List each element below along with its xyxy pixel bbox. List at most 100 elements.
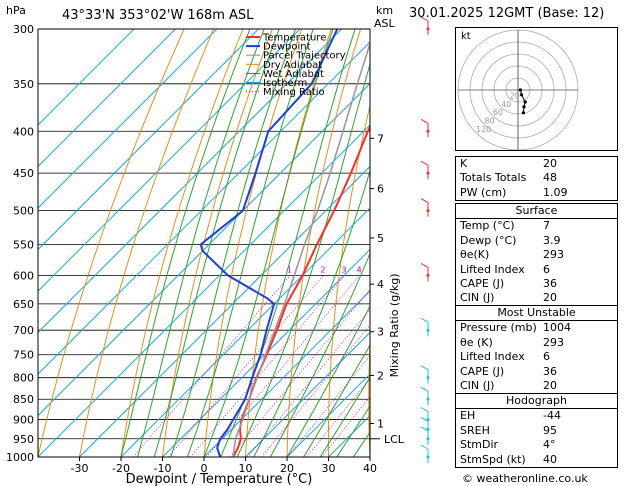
pressure-tick-label: 350 [13,78,34,91]
isotherm-line [38,29,301,292]
wind-barb-flag [420,160,429,166]
mixing-ratio-label: 2 [321,265,326,274]
index-label: Totals Totals [460,171,527,185]
mu-value: 293 [543,335,564,349]
x-tick-label: 20 [280,462,294,475]
km-tick-label: 5 [377,232,384,245]
mu-label: CAPE (J) [460,364,505,378]
wind-barb-flag [420,386,429,392]
hodo-label: StmDir [460,438,499,452]
isotherm-line [38,29,342,334]
pressure-tick-label: 650 [13,298,34,311]
wind-barb-dot [426,328,430,332]
hodograph-ring-label: 40 [501,100,511,109]
pressure-tick-label: 400 [13,125,34,138]
mixing-ratio-line [132,275,291,457]
wind-barb-flag [420,407,429,412]
isotherm-line [38,29,218,209]
wet-adiabat-line [336,404,370,457]
hodo-row: EH -44 [456,409,617,423]
legend-label: Dewpoint [263,42,311,53]
x-tick-label: -10 [154,462,172,475]
wind-barb-flag [420,365,429,371]
wet-adiabat-line [120,29,251,457]
mu-row: Pressure (mb) 1004 [456,321,617,335]
surface-value: 36 [543,277,557,291]
wet-adiabat-line [203,29,334,457]
surface-value: 6 [543,262,550,276]
surface-label: CIN (J) [460,291,495,305]
index-value: 20 [543,157,557,170]
wind-barb-flag [420,416,429,422]
pressure-tick-label: 750 [13,349,34,362]
wet-adiabat-line [170,29,296,457]
date-title: 30.01.2025 12GMT (Base: 12) [409,6,605,21]
hodograph-ring-label: 20 [510,91,520,100]
hodograph-title: Hodograph [456,394,617,410]
wet-adiabat-line [186,29,314,457]
mixing-ratio-label: 4 [357,265,362,274]
wind-barb-flag [420,262,429,268]
wet-adiabat-line [236,62,370,457]
wind-barb-flag [420,444,429,450]
mu-value: 6 [543,350,550,364]
surface-row: CIN (J) 20 [456,291,617,305]
km-tick-label: 2 [377,369,384,382]
hodo-label: SREH [460,423,490,437]
wind-barb-dot [426,376,430,380]
dry-adiabat-line [120,29,244,457]
legend-label: Dry Adiabat [263,60,322,71]
wind-barb-dot [426,27,430,31]
index-label: K [460,157,468,170]
isotherm-line [162,248,370,457]
wind-barb-dot [426,273,430,277]
pressure-tick-label: 900 [13,414,34,427]
isotherm-line [79,165,370,457]
mu-row: CAPE (J) 36 [456,365,617,379]
mu-label: Lifted Index [460,350,525,364]
hodo-label: EH [460,409,476,423]
wet-adiabat-line [220,29,356,457]
mixing-ratio-line [261,324,370,457]
pressure-tick-label: 300 [13,23,34,36]
series-dewpoint-line [199,29,339,457]
wind-barb-dot [426,455,430,459]
wet-adiabat-line [269,252,370,457]
wind-barb-flag [420,118,429,124]
mixing-ratio-line [247,308,370,457]
legend-label: Isotherm [263,78,307,89]
hodograph-table: Hodograph EH -44 SREH 95 StmDir 4° StmSpd (… [455,393,618,469]
isotherm-line [38,29,135,126]
hodograph-point [520,93,524,97]
isotherm-line [286,373,370,457]
hodograph-point [523,100,527,104]
wet-adiabat-line [303,344,370,457]
surface-row: Lifted Index 6 [456,263,617,277]
mixing-ratio-label: 1 [287,265,292,274]
plot-area: 12346810152025 [38,29,370,457]
pressure-tick-label: 800 [13,372,34,385]
hodograph-point [521,111,525,115]
wet-adiabat-line [319,376,370,457]
wind-barb-flag [420,16,429,22]
hodo-row: StmSpd (kt) 40 [456,453,617,467]
mixing-ratio-line [168,275,324,457]
wind-barb-flag [420,317,429,323]
surface-row: CAPE (J) 36 [456,277,617,291]
surface-label: Temp (°C) [460,219,515,233]
surface-row: Temp (°C) 7 [456,219,617,233]
wind-barb-dot [426,171,430,175]
mixing-ratio-line [287,355,370,457]
surface-label: Lifted Index [460,262,525,276]
dry-adiabat-line [368,335,370,457]
dry-adiabat-line [162,29,273,457]
mu-row: θe (K) 293 [456,336,617,350]
wet-adiabat-line [137,29,265,457]
x-tick-label: 30 [322,462,336,475]
hodo-label: StmSpd (kt) [460,452,526,466]
x-tick-label: -20 [112,462,130,475]
mu-value: 1004 [543,321,571,335]
surface-row: θe(K) 293 [456,248,617,262]
